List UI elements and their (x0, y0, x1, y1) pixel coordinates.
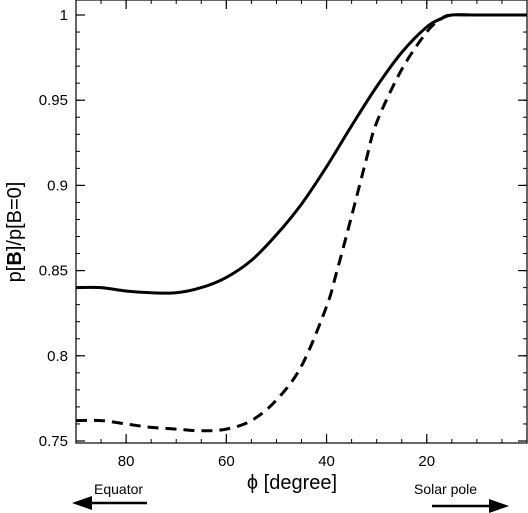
equator-arrow-icon (72, 496, 147, 510)
y-axis-label-bold: B (4, 251, 26, 265)
ticks: 0.75 0.8 0.85 0.9 0.95 1 80 60 40 20 (39, 0, 528, 470)
x-tick-label: 40 (318, 453, 335, 470)
equator-label: Equator (94, 481, 143, 497)
y-tick-label: 0.85 (39, 263, 68, 280)
x-tick-label: 60 (218, 453, 235, 470)
series-line-dashed (75, 13, 527, 433)
series-line-solid (75, 13, 527, 295)
series (75, 13, 527, 433)
y-axis-label-part3: ]/p[B=0] (4, 182, 26, 252)
y-tick-label: 0.95 (39, 92, 68, 109)
y-tick-label: 0.75 (39, 433, 68, 450)
solar-pole-arrow-icon (432, 499, 509, 513)
x-axis-label: ϕ [degree] (247, 472, 337, 494)
y-tick-label: 1 (60, 7, 68, 24)
y-axis-label-part1: p[ (4, 265, 26, 282)
plot-frame (75, 0, 528, 444)
x-tick-label: 20 (418, 453, 435, 470)
y-tick-label: 0.9 (47, 177, 68, 194)
x-tick-label: 80 (118, 453, 135, 470)
y-tick-label: 0.8 (47, 348, 68, 365)
y-axis-label: p[B]/p[B=0] (4, 182, 26, 283)
solar-pole-label: Solar pole (414, 481, 477, 497)
